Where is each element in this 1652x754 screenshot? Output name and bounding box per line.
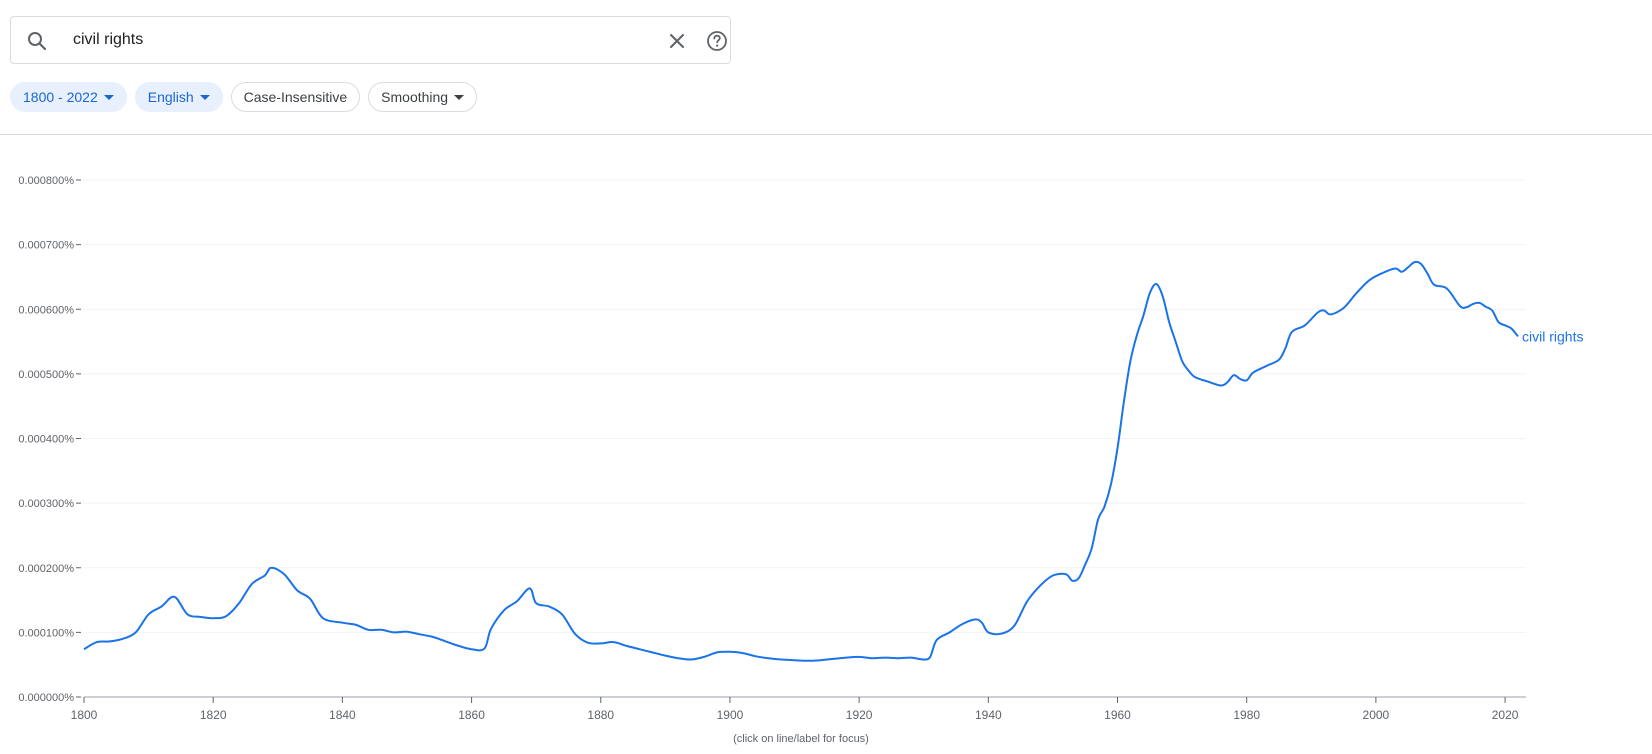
- x-tick-label: 2000: [1363, 708, 1390, 722]
- x-tick-label: 1900: [717, 708, 744, 722]
- corpus-label: English: [147, 89, 194, 105]
- chevron-down-icon: [103, 94, 114, 100]
- x-tick-label: 2020: [1492, 708, 1519, 722]
- chevron-down-icon: [199, 94, 210, 100]
- x-tick-label: 1960: [1104, 708, 1131, 722]
- divider: [0, 134, 1652, 135]
- x-tick-label: 1880: [587, 708, 614, 722]
- x-tick-label: 1940: [975, 708, 1002, 722]
- y-tick-label: 0.000700%: [18, 240, 74, 252]
- y-tick-label: 0.000200%: [18, 563, 74, 575]
- ngram-chart: 0.000000% 0.000100% 0.000200% 0.000300% 0.00…: [18, 175, 1583, 745]
- case-insensitive-chip[interactable]: Case-Insensitive: [230, 82, 361, 112]
- y-tick-label: 0.000100%: [18, 627, 74, 639]
- y-tick-label: 0.000000%: [18, 692, 74, 704]
- date-range-label: 1800 - 2022: [23, 89, 98, 105]
- y-tick-label: 0.000300%: [18, 498, 74, 510]
- smoothing-label: Smoothing: [381, 89, 449, 105]
- help-icon[interactable]: [705, 29, 729, 53]
- smoothing-chip[interactable]: Smoothing: [368, 82, 478, 112]
- filter-chips: 1800 - 2022 English Case-Insensitive Smo…: [10, 82, 478, 112]
- x-tick-label: 1980: [1233, 708, 1260, 722]
- x-tick-label: 1920: [846, 708, 873, 722]
- y-tick-label: 0.000600%: [18, 304, 74, 316]
- focus-hint-text: (click on line/label for focus): [733, 733, 869, 745]
- x-tick-label: 1840: [329, 708, 356, 722]
- chevron-down-icon: [454, 94, 465, 100]
- x-tick-label: 1820: [200, 708, 227, 722]
- x-tick-label: 1800: [71, 708, 98, 722]
- y-tick-label: 0.000800%: [18, 175, 74, 187]
- y-tick-label: 0.000500%: [18, 369, 74, 381]
- search-box[interactable]: [10, 16, 731, 64]
- corpus-chip[interactable]: English: [134, 82, 223, 112]
- series-label-civil-rights[interactable]: civil rights: [1522, 328, 1583, 344]
- clear-icon[interactable]: [665, 29, 689, 53]
- case-insensitive-label: Case-Insensitive: [243, 89, 348, 105]
- search-input[interactable]: [63, 25, 663, 55]
- search-icon: [28, 32, 47, 51]
- y-tick-label: 0.000400%: [18, 434, 74, 446]
- series-line-civil-rights[interactable]: [83, 260, 1519, 662]
- date-range-chip[interactable]: 1800 - 2022: [10, 82, 127, 112]
- x-tick-label: 1860: [458, 708, 485, 722]
